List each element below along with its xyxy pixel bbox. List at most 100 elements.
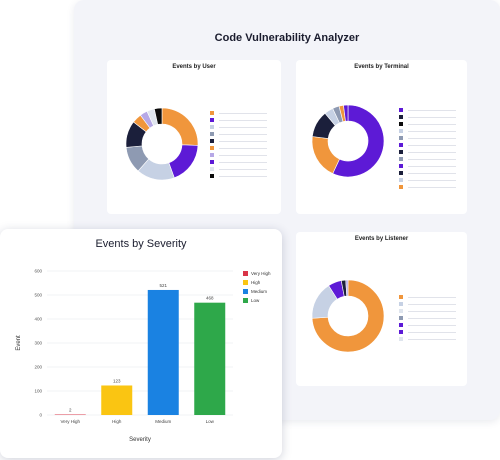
legend-entry: [399, 108, 459, 113]
legend-label-line: [408, 117, 456, 118]
events-by-listener-title: Events by Listener: [354, 236, 409, 242]
legend-entry: [399, 164, 459, 169]
legend-label-line: [219, 148, 267, 149]
y-tick-label: 400: [34, 317, 42, 322]
severity-bar-chart: 0 100 200 300 400 500 600 2 Very High 123 High 521 M…: [16, 269, 271, 444]
severity-legend-label: Very High: [251, 271, 271, 276]
legend-entry: [399, 171, 459, 176]
events-by-terminal-title: Events by Terminal: [354, 64, 409, 70]
legend-entry: [210, 125, 270, 130]
severity-legend-label: Low: [251, 298, 260, 303]
legend-swatch: [399, 115, 403, 119]
legend-swatch: [399, 143, 403, 147]
legend-entry: [210, 139, 270, 144]
legend-swatch: [210, 132, 214, 136]
legend-swatch: [399, 108, 403, 112]
data-label: 123: [113, 378, 121, 383]
legend-entry: [210, 111, 270, 116]
legend-swatch: [210, 139, 214, 143]
legend-swatch: [399, 323, 403, 327]
x-tick-label: Very High: [60, 419, 80, 424]
legend-label-line: [408, 159, 456, 160]
legend-label-line: [219, 155, 267, 156]
legend-entry: [210, 146, 270, 151]
legend-entry: [210, 118, 270, 123]
legend-entry: [399, 330, 459, 335]
legend-entry: [399, 143, 459, 148]
listener-donut-slice: [311, 279, 385, 353]
events-by-terminal-donut: [311, 104, 385, 178]
legend-label-line: [408, 138, 456, 139]
legend-swatch: [399, 337, 403, 341]
terminal-donut-slice: [311, 136, 340, 174]
legend-swatch: [399, 302, 403, 306]
x-tick-label: Medium: [155, 419, 171, 424]
legend-swatch: [210, 153, 214, 157]
terminal-donut-slice: [343, 104, 349, 122]
legend-swatch: [399, 150, 403, 154]
severity-legend-label: High: [251, 280, 261, 285]
data-label: 2: [69, 408, 72, 413]
terminal-donut-slice: [332, 104, 385, 178]
legend-entry: [399, 136, 459, 141]
y-tick-label: 200: [34, 365, 42, 370]
legend-swatch: [399, 295, 403, 299]
legend-label-line: [219, 169, 267, 170]
legend-swatch: [399, 316, 403, 320]
data-label: 468: [206, 296, 214, 301]
legend-label-line: [408, 173, 456, 174]
legend-swatch: [399, 129, 403, 133]
x-tick-label: High: [112, 419, 122, 424]
legend-entry: [399, 309, 459, 314]
legend-label-line: [408, 297, 456, 298]
y-axis-label: Event: [16, 335, 22, 351]
x-axis-label: Severity: [129, 437, 151, 443]
user-donut-slice: [161, 107, 199, 146]
legend-swatch: [210, 118, 214, 122]
legend-entry: [399, 295, 459, 300]
y-tick-label: 600: [34, 269, 42, 274]
severity-legend-swatch: [243, 271, 248, 276]
legend-entry: [210, 153, 270, 158]
y-tick-label: 500: [34, 293, 42, 298]
legend-label-line: [219, 120, 267, 121]
severity-legend-swatch: [243, 289, 248, 294]
legend-entry: [399, 129, 459, 134]
legend-entry: [210, 160, 270, 165]
legend-label-line: [408, 332, 456, 333]
events-by-user-card: Events by User: [107, 60, 281, 214]
legend-entry: [210, 174, 270, 179]
legend-label-line: [408, 110, 456, 111]
legend-entry: [399, 122, 459, 127]
bar-medium[interactable]: [147, 289, 179, 415]
legend-label-line: [219, 141, 267, 142]
legend-swatch: [399, 122, 403, 126]
legend-label-line: [219, 162, 267, 163]
severity-legend-swatch: [243, 298, 248, 303]
legend-swatch: [210, 160, 214, 164]
bar-low[interactable]: [194, 302, 226, 415]
legend-entry: [399, 337, 459, 342]
legend-entry: [399, 302, 459, 307]
legend-label-line: [408, 152, 456, 153]
legend-swatch: [399, 171, 403, 175]
legend-label-line: [408, 124, 456, 125]
legend-label-line: [219, 134, 267, 135]
legend-label-line: [219, 176, 267, 177]
listener-donut-slice: [345, 279, 349, 297]
events-by-listener-donut: [311, 279, 385, 353]
legend-entry: [399, 316, 459, 321]
legend-label-line: [219, 127, 267, 128]
legend-entry: [399, 323, 459, 328]
legend-label-line: [408, 166, 456, 167]
y-tick-label: 100: [34, 389, 42, 394]
legend-label-line: [408, 180, 456, 181]
legend-label-line: [408, 311, 456, 312]
bar-high[interactable]: [101, 385, 133, 415]
legend-label-line: [219, 113, 267, 114]
legend-swatch: [399, 164, 403, 168]
legend-swatch: [399, 330, 403, 334]
events-by-severity-title: Events by Severity: [95, 238, 187, 250]
legend-label-line: [408, 131, 456, 132]
legend-label-line: [408, 187, 456, 188]
